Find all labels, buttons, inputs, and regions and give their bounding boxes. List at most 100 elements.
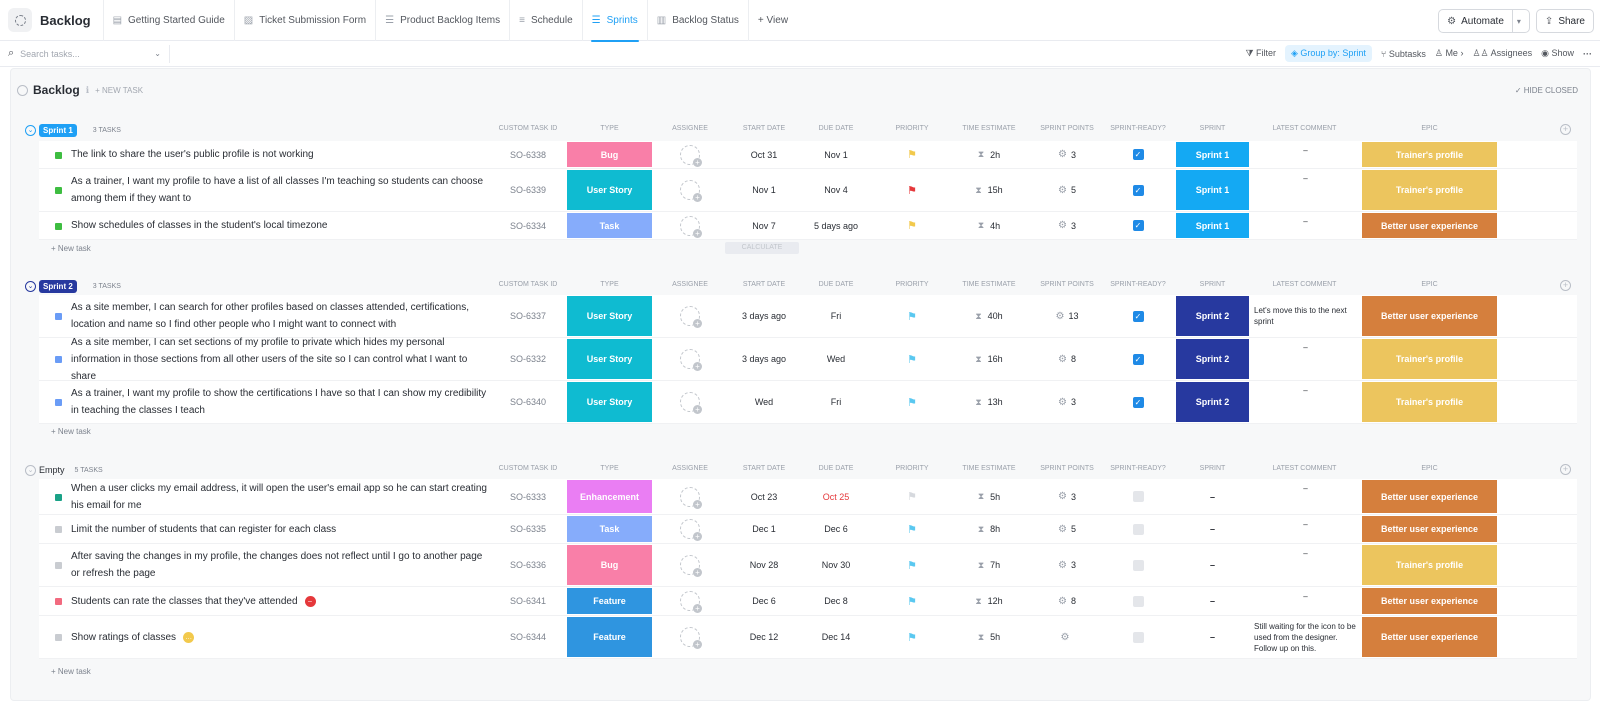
flag-icon[interactable]: ⚑ bbox=[907, 523, 917, 536]
time-estimate[interactable]: ⧗ 8h bbox=[949, 515, 1029, 543]
sprint-ready-cell[interactable] bbox=[1104, 544, 1172, 586]
hide-closed-button[interactable]: ✓ HIDE CLOSED bbox=[1514, 86, 1578, 95]
column-header-id[interactable]: CUSTOM TASK ID bbox=[498, 125, 558, 132]
table-row[interactable]: After saving the changes in my profile, … bbox=[39, 544, 1577, 587]
priority-cell[interactable]: ⚑ bbox=[879, 295, 945, 337]
sprint-label[interactable]: Sprint 2 bbox=[1176, 339, 1249, 379]
epic-label[interactable]: Better user experience bbox=[1362, 480, 1497, 513]
due-date[interactable]: Dec 6 bbox=[824, 524, 848, 534]
epic-label[interactable]: Better user experience bbox=[1362, 213, 1497, 238]
table-row[interactable]: Show schedules of classes in the student… bbox=[39, 212, 1577, 240]
priority-cell[interactable]: ⚑ bbox=[879, 381, 945, 423]
sprint-points[interactable]: ⚙ 5 bbox=[1027, 169, 1107, 211]
status-square-icon[interactable] bbox=[55, 598, 62, 605]
column-header-due[interactable]: DUE DATE bbox=[818, 125, 854, 132]
task-name-text[interactable]: After saving the changes in my profile, … bbox=[71, 551, 483, 579]
me-button[interactable]: ♙ Me › bbox=[1434, 48, 1464, 58]
status-square-icon[interactable] bbox=[55, 399, 62, 406]
tab-sprints[interactable]: ☰ Sprints bbox=[581, 0, 647, 42]
time-estimate[interactable]: ⧗ 4h bbox=[949, 212, 1029, 239]
status-square-icon[interactable] bbox=[55, 493, 62, 501]
epic-label[interactable]: Trainer's profile bbox=[1362, 339, 1497, 379]
sprint-ready-cell[interactable]: ✓ bbox=[1104, 169, 1172, 211]
add-assignee-icon[interactable] bbox=[680, 349, 702, 371]
sprint-ready-checkbox[interactable]: ✓ bbox=[1132, 149, 1144, 160]
tab-schedule[interactable]: ≡ Schedule bbox=[509, 0, 582, 41]
table-row[interactable]: As a site member, I can set sections of … bbox=[39, 337, 1577, 382]
tab-ticket-submission-form[interactable]: ▨ Ticket Submission Form bbox=[233, 0, 375, 41]
column-header-id[interactable]: CUSTOM TASK ID bbox=[498, 465, 558, 472]
chevron-down-icon[interactable]: ⌄ bbox=[154, 49, 161, 58]
sprint-ready-cell[interactable]: ✓ bbox=[1104, 338, 1172, 380]
sprint-ready-cell[interactable] bbox=[1104, 587, 1172, 615]
assignee-cell[interactable] bbox=[662, 212, 718, 239]
task-name-text[interactable]: Limit the number of students that can re… bbox=[71, 523, 337, 535]
table-row[interactable]: As a trainer, I want my profile to have … bbox=[39, 169, 1577, 212]
flag-icon[interactable]: ⚑ bbox=[907, 184, 917, 197]
time-estimate[interactable]: ⧗ 40h bbox=[949, 295, 1029, 337]
flag-icon[interactable]: ⚑ bbox=[907, 559, 917, 572]
due-date[interactable]: Nov 1 bbox=[824, 149, 848, 160]
column-header-start[interactable]: START DATE bbox=[742, 125, 786, 132]
task-name[interactable]: When a user clicks my email address, it … bbox=[71, 479, 491, 514]
latest-comment[interactable]: – bbox=[1303, 174, 1308, 183]
sprint-ready-checkbox[interactable] bbox=[1132, 491, 1144, 502]
assignee-cell[interactable] bbox=[662, 616, 718, 658]
priority-cell[interactable]: ⚑ bbox=[879, 338, 945, 380]
status-square-icon[interactable] bbox=[55, 151, 62, 159]
epic-label[interactable]: Better user experience bbox=[1362, 296, 1497, 336]
column-header-ready[interactable]: SPRINT-READY? bbox=[1110, 125, 1166, 132]
start-date[interactable]: 3 days ago bbox=[741, 311, 787, 321]
flag-icon[interactable]: ⚑ bbox=[907, 149, 917, 161]
add-column-icon[interactable]: + bbox=[1560, 280, 1571, 291]
tab-product-backlog-items[interactable]: ☰ Product Backlog Items bbox=[375, 0, 509, 41]
latest-comment[interactable]: Let's move this to the next sprint bbox=[1254, 306, 1347, 326]
add-assignee-icon[interactable] bbox=[680, 392, 702, 414]
table-row[interactable]: As a trainer, I want my profile to show … bbox=[39, 381, 1577, 424]
time-estimate[interactable]: ⧗ 7h bbox=[949, 544, 1029, 586]
new-task-button[interactable]: + New task bbox=[51, 244, 91, 253]
column-header-comment[interactable]: LATEST COMMENT bbox=[1272, 465, 1337, 472]
status-square-icon[interactable] bbox=[55, 313, 62, 320]
latest-comment[interactable]: – bbox=[1303, 549, 1308, 558]
latest-comment[interactable]: Still waiting for the icon to be used fr… bbox=[1254, 621, 1356, 653]
status-square-icon[interactable] bbox=[55, 222, 62, 230]
task-name[interactable]: As a trainer, I want my profile to show … bbox=[71, 381, 491, 423]
assignee-cell[interactable] bbox=[662, 587, 718, 615]
task-name[interactable]: Students can rate the classes that they'… bbox=[71, 587, 491, 615]
column-header-type[interactable]: TYPE bbox=[600, 465, 619, 472]
sprint-points[interactable]: ⚙ 3 bbox=[1027, 212, 1107, 239]
column-header-type[interactable]: TYPE bbox=[600, 125, 619, 132]
time-estimate[interactable]: ⧗ 13h bbox=[949, 381, 1029, 423]
epic-label[interactable]: Trainer's profile bbox=[1362, 170, 1497, 210]
column-header-start[interactable]: START DATE bbox=[742, 465, 786, 472]
column-header-priority[interactable]: PRIORITY bbox=[895, 281, 929, 288]
filter-button[interactable]: ⧩ Filter bbox=[1245, 48, 1276, 59]
column-header-due[interactable]: DUE DATE bbox=[818, 281, 854, 288]
sprint-label[interactable]: – bbox=[1209, 560, 1215, 570]
assignee-cell[interactable] bbox=[662, 381, 718, 423]
sprint-points[interactable]: ⚙ bbox=[1027, 616, 1107, 658]
start-date[interactable]: Dec 6 bbox=[752, 596, 776, 606]
latest-comment[interactable]: – bbox=[1303, 217, 1308, 226]
sprint-label[interactable]: Sprint 1 bbox=[1176, 142, 1249, 167]
column-header-due[interactable]: DUE DATE bbox=[818, 465, 854, 472]
type-label[interactable]: User Story bbox=[567, 382, 652, 422]
latest-comment[interactable]: – bbox=[1303, 146, 1308, 155]
sprint-points[interactable]: ⚙ 3 bbox=[1027, 479, 1107, 514]
sprint-points[interactable]: ⚙ 8 bbox=[1027, 587, 1107, 615]
epic-label[interactable]: Better user experience bbox=[1362, 516, 1497, 542]
task-name[interactable]: As a trainer, I want my profile to have … bbox=[71, 169, 491, 211]
column-header-ready[interactable]: SPRINT-READY? bbox=[1110, 281, 1166, 288]
task-name-text[interactable]: Show schedules of classes in the student… bbox=[71, 220, 328, 231]
collapse-group-icon[interactable]: ⌄ bbox=[25, 280, 36, 292]
assignee-cell[interactable] bbox=[662, 479, 718, 514]
type-label[interactable]: Feature bbox=[567, 588, 652, 614]
status-square-icon[interactable] bbox=[55, 356, 62, 363]
table-row[interactable]: Limit the number of students that can re… bbox=[39, 515, 1577, 544]
flag-icon[interactable]: ⚑ bbox=[907, 396, 917, 409]
sprint-ready-checkbox[interactable]: ✓ bbox=[1132, 310, 1144, 322]
type-label[interactable]: Feature bbox=[567, 617, 652, 657]
priority-cell[interactable]: ⚑ bbox=[879, 169, 945, 211]
sprint-ready-checkbox[interactable] bbox=[1132, 631, 1144, 643]
